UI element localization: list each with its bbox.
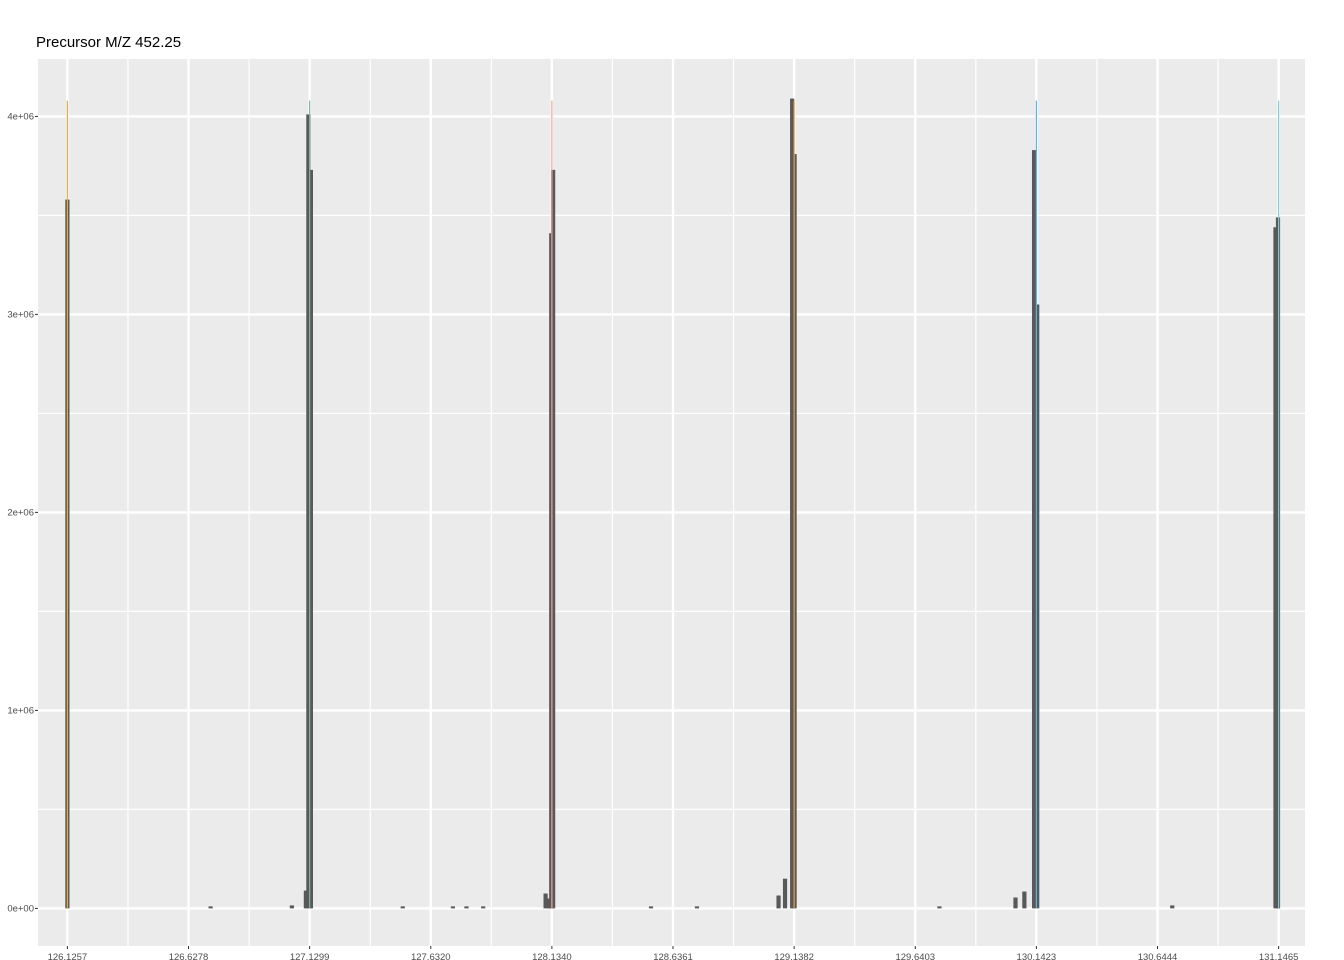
y-tick-label: 4e+06 (7, 112, 34, 123)
intensity-bar (1273, 227, 1278, 909)
x-tick-label: 129.6403 (895, 952, 935, 960)
intensity-bar (937, 906, 942, 909)
intensity-bar (464, 906, 469, 909)
intensity-bar (543, 893, 548, 909)
x-tick-label: 127.6320 (411, 952, 451, 960)
intensity-bar (782, 878, 788, 909)
x-tick-label: 130.1423 (1017, 952, 1057, 960)
intensity-bar (308, 169, 313, 909)
intensity-bar (1035, 304, 1040, 909)
x-tick-label: 128.6361 (653, 952, 693, 960)
x-tick-label: 126.6278 (169, 952, 209, 960)
intensity-bar (1275, 217, 1281, 909)
intensity-bar (1031, 150, 1037, 909)
y-tick-label: 2e+06 (7, 508, 34, 519)
chart-title: Precursor M/Z 452.25 (36, 34, 182, 51)
x-tick-label: 129.1382 (774, 952, 814, 960)
y-tick-label: 1e+06 (7, 706, 34, 717)
y-tick-label: 0e+00 (7, 904, 34, 915)
intensity-bar (306, 114, 311, 909)
intensity-bar (450, 906, 455, 909)
intensity-bar (400, 906, 405, 909)
intensity-bar (551, 169, 556, 909)
minor-gridlines (38, 59, 1305, 946)
intensity-bar (776, 895, 781, 909)
intensity-bar (289, 905, 294, 909)
x-tick-label: 128.1340 (532, 952, 572, 960)
intensity-bar (481, 906, 486, 909)
x-tick-label: 126.1257 (48, 952, 88, 960)
intensity-bar (694, 906, 700, 909)
intensity-bar (648, 906, 654, 909)
intensity-bar (1170, 905, 1175, 909)
intensity-bar (546, 898, 551, 909)
intensity-bar (790, 98, 795, 909)
plot-panel (38, 59, 1305, 946)
intensity-bar (1013, 897, 1018, 909)
intensity-bar (303, 890, 308, 909)
reporter-ion-lines (66, 100, 1280, 909)
y-axis: 0e+00 1e+06 2e+06 3e+06 4e+06 (7, 112, 38, 915)
x-tick-label: 131.1465 (1259, 952, 1299, 960)
x-tick-label: 130.6444 (1138, 952, 1178, 960)
intensity-bar (208, 906, 213, 909)
intensity-bar (1022, 891, 1027, 909)
x-axis: 126.1257 126.6278 127.1299 127.6320 128.1340… (48, 946, 1299, 960)
y-tick-label: 3e+06 (7, 310, 34, 321)
x-tick-label: 127.1299 (290, 952, 330, 960)
